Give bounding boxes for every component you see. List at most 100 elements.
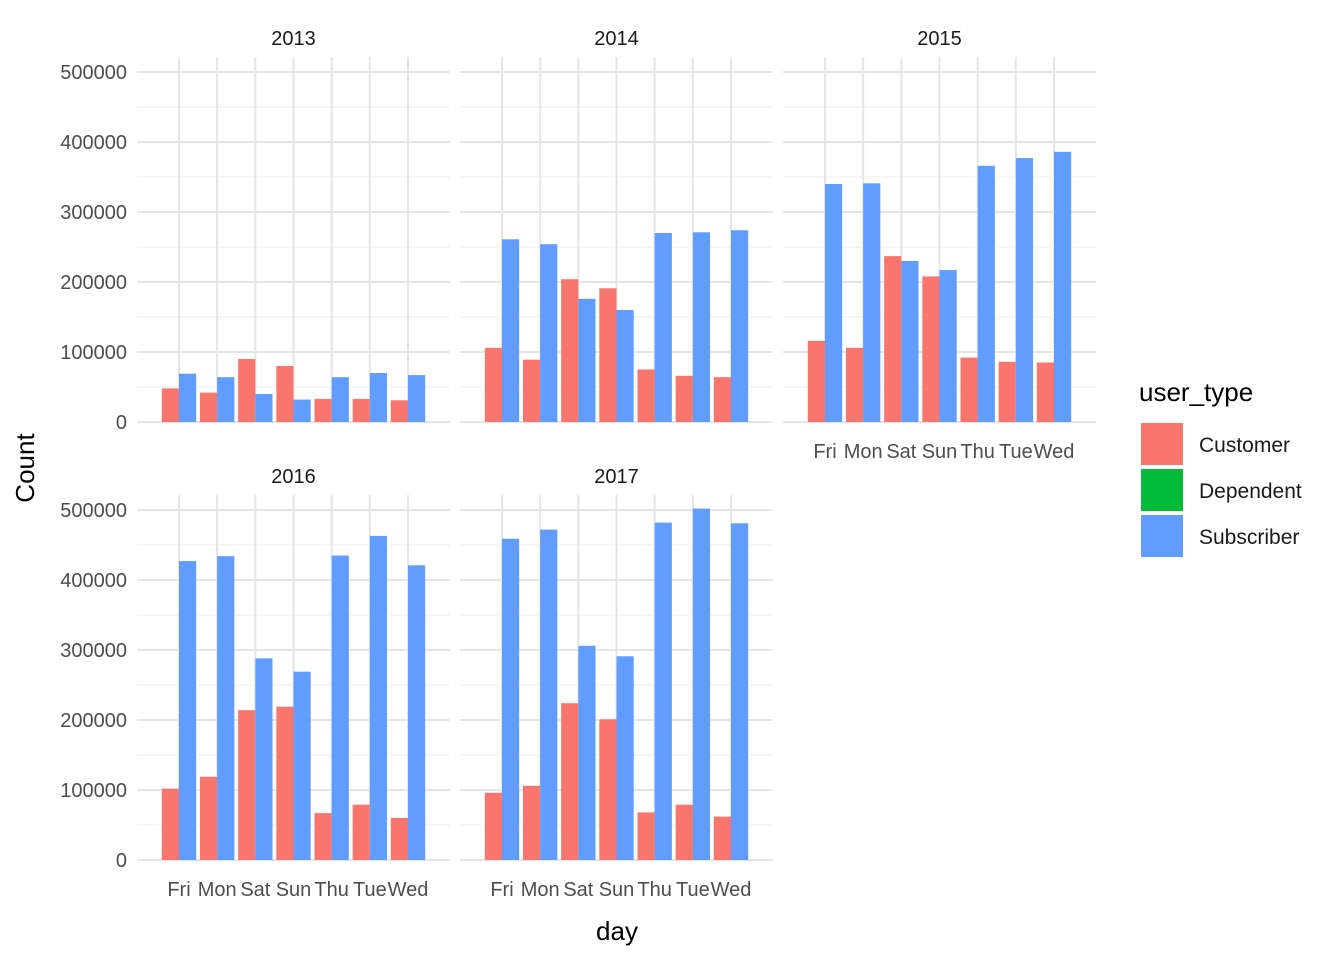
bar-subscriber-mon	[217, 377, 235, 422]
bar-customer-wed	[390, 818, 409, 860]
bar-customer-fri	[161, 388, 179, 422]
bar-subscriber-mon	[863, 183, 881, 422]
bar-subscriber-wed	[1054, 151, 1072, 423]
x-tick-label: Mon	[198, 879, 237, 901]
bar-subscriber-wed	[408, 565, 426, 860]
y-tick-label: 0	[116, 850, 127, 872]
x-tick-label: Mon	[521, 879, 560, 901]
x-tick-label: Tue	[676, 879, 710, 901]
bar-subscriber-fri	[501, 239, 520, 422]
y-tick-label: 300000	[60, 202, 127, 224]
y-tick-label: 400000	[60, 132, 127, 154]
bar-subscriber-tue	[369, 373, 388, 422]
bar-customer-sun	[599, 288, 617, 422]
bar-subscriber-sat	[255, 394, 273, 422]
bar-customer-tue	[352, 804, 370, 860]
y-tick-label: 500000	[60, 62, 127, 84]
bar-subscriber-tue	[692, 508, 711, 860]
bar-customer-thu	[637, 812, 655, 860]
legend-label: Customer	[1199, 434, 1290, 457]
y-tick-label: 400000	[60, 570, 127, 592]
bar-customer-sat	[561, 703, 579, 860]
bar-subscriber-tue	[1015, 158, 1034, 422]
bar-subscriber-tue	[692, 232, 711, 422]
bar-subscriber-sat	[255, 658, 273, 860]
facet-panel-2013: 2013 0 100000 200000 300000 400000 500000	[60, 28, 450, 434]
y-tick-label: 300000	[60, 640, 127, 662]
facet-title: 2016	[271, 466, 316, 488]
bar-customer-sun	[922, 276, 940, 422]
bar-customer-tue	[998, 361, 1016, 422]
bar-customer-mon	[199, 392, 218, 422]
bar-customer-wed	[390, 400, 409, 422]
bar-subscriber-mon	[540, 244, 558, 422]
legend-key-customer	[1141, 423, 1183, 465]
legend: user_type Customer Dependent Subscriber	[1139, 377, 1302, 557]
y-tick-label: 100000	[60, 780, 127, 802]
bar-subscriber-sun	[293, 399, 311, 422]
y-tick-label: 200000	[60, 710, 127, 732]
bar-customer-wed	[713, 816, 732, 860]
facet-panel-2015: 2015 Fri Mon Sat Sun Thu Tue Wed	[783, 28, 1096, 463]
bar-customer-thu	[960, 357, 978, 422]
bar-customer-fri	[484, 792, 502, 860]
x-tick-label: Thu	[637, 879, 671, 901]
legend-title: user_type	[1139, 377, 1253, 407]
bar-subscriber-sun	[939, 270, 957, 422]
bar-subscriber-thu	[654, 522, 672, 860]
bar-subscriber-fri	[824, 184, 843, 422]
bar-subscriber-thu	[331, 555, 349, 860]
facet-panel-2014: 2014	[460, 28, 773, 423]
legend-label: Dependent	[1199, 480, 1302, 503]
facet-title: 2015	[917, 28, 962, 50]
bar-customer-sun	[276, 706, 294, 860]
legend-label: Subscriber	[1199, 526, 1299, 549]
bar-customer-sat	[238, 359, 256, 422]
x-tick-label: Fri	[167, 879, 190, 901]
x-tick-label: Sat	[240, 879, 270, 901]
x-tick-label: Fri	[490, 879, 513, 901]
bar-subscriber-wed	[731, 230, 749, 422]
y-tick-label: 200000	[60, 272, 127, 294]
y-tick-label: 0	[116, 412, 127, 434]
bar-subscriber-wed	[408, 375, 426, 422]
facet-title: 2017	[594, 466, 639, 488]
bar-subscriber-mon	[540, 529, 558, 860]
x-tick-label: Tue	[999, 441, 1033, 463]
bar-customer-mon	[522, 359, 541, 422]
bar-customer-mon	[845, 347, 864, 422]
bar-subscriber-sat	[901, 261, 919, 422]
bar-subscriber-thu	[977, 165, 995, 423]
facet-title: 2014	[594, 28, 639, 50]
legend-key-dependent	[1141, 469, 1183, 511]
x-tick-label: Wed	[711, 879, 752, 901]
facet-panels: 2013 0 100000 200000 300000 400000 500000 2014 2…	[60, 28, 1096, 901]
bar-subscriber-fri	[501, 538, 520, 860]
bar-customer-mon	[522, 785, 541, 860]
bar-customer-sun	[599, 719, 617, 860]
bar-customer-sun	[276, 366, 294, 422]
bar-subscriber-fri	[178, 561, 197, 860]
bar-subscriber-fri	[178, 373, 197, 422]
bar-customer-thu	[314, 813, 332, 860]
bar-subscriber-sun	[293, 671, 311, 860]
x-tick-label: Thu	[314, 879, 348, 901]
x-tick-label: Sat	[563, 879, 593, 901]
legend-key-subscriber	[1141, 515, 1183, 557]
x-tick-label: Sun	[276, 879, 312, 901]
x-tick-label: Mon	[844, 441, 883, 463]
bar-subscriber-sun	[616, 656, 634, 860]
bar-customer-tue	[352, 398, 370, 422]
bar-customer-fri	[484, 347, 502, 422]
bar-customer-sat	[884, 256, 902, 422]
x-tick-label: Wed	[1034, 441, 1075, 463]
bar-subscriber-mon	[217, 556, 235, 860]
x-tick-label: Sun	[599, 879, 635, 901]
x-tick-label: Tue	[353, 879, 387, 901]
facet-panel-2017: 2017 Fri Mon Sat Sun Thu Tue Wed	[460, 466, 773, 901]
bar-subscriber-thu	[331, 377, 349, 422]
bar-subscriber-tue	[369, 535, 388, 860]
bar-customer-sat	[561, 279, 579, 422]
x-tick-label: Thu	[960, 441, 994, 463]
